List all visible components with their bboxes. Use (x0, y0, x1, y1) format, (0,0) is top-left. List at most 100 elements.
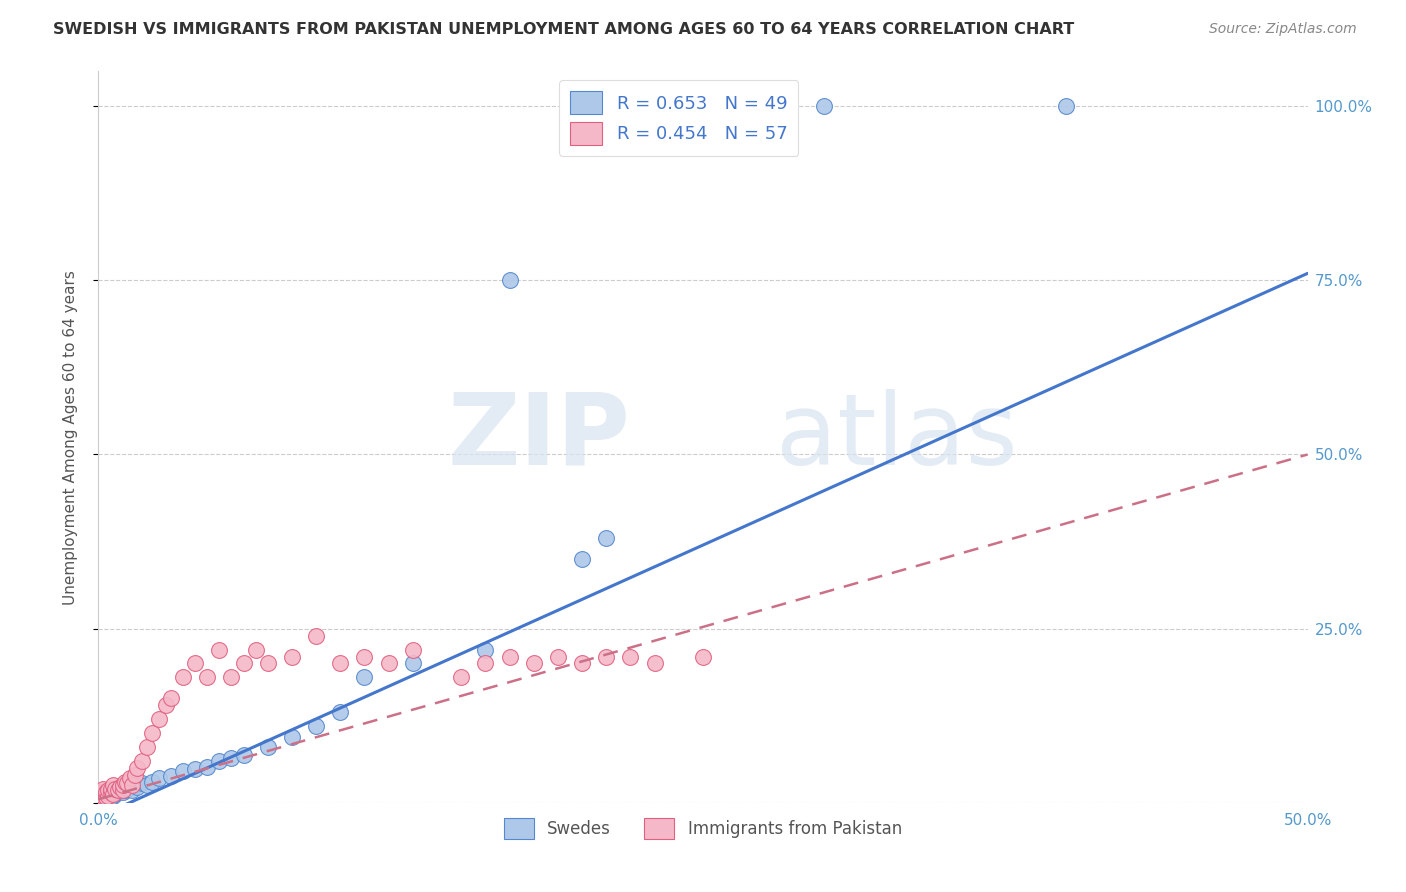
Point (97, 789, 120, 803)
Point (172, 764, 194, 779)
Point (118, 772, 141, 786)
Point (107, 783, 129, 797)
Point (208, 754, 231, 768)
Point (117, 781, 139, 796)
Point (523, 657, 546, 671)
Point (644, 657, 666, 671)
Point (195, 759, 218, 773)
Point (124, 778, 146, 792)
Point (94, 790, 117, 805)
Point (100, 781, 122, 796)
Point (121, 783, 143, 797)
Point (107, 785, 129, 799)
Point (127, 780, 149, 795)
Point (256, 657, 278, 671)
Point (111, 783, 134, 797)
Point (101, 788, 124, 802)
Point (108, 780, 131, 795)
Point (155, 698, 177, 713)
Point (256, 740, 278, 755)
Point (402, 642, 425, 657)
Point (353, 649, 375, 664)
Point (377, 657, 399, 671)
Point (595, 649, 617, 664)
Point (111, 778, 134, 792)
Point (305, 719, 328, 733)
Point (813, 99, 835, 113)
Point (141, 726, 163, 740)
Point (131, 776, 153, 790)
Point (114, 783, 136, 797)
Point (547, 649, 569, 664)
Point (232, 657, 254, 671)
Point (94, 785, 117, 799)
Point (281, 730, 304, 744)
Point (474, 657, 496, 671)
Point (90, 790, 112, 805)
Point (498, 649, 520, 664)
Point (692, 649, 714, 664)
Point (90, 789, 112, 803)
Point (245, 642, 267, 657)
Legend: Swedes, Immigrants from Pakistan: Swedes, Immigrants from Pakistan (498, 811, 908, 846)
Point (97, 785, 120, 799)
Point (100, 790, 122, 805)
Point (1054, 99, 1077, 113)
Point (232, 748, 254, 763)
Point (208, 642, 231, 657)
Point (104, 781, 127, 796)
Point (104, 781, 127, 796)
Point (281, 649, 304, 664)
Point (90, 789, 112, 803)
Point (127, 761, 149, 775)
Point (619, 649, 641, 664)
Y-axis label: Unemployment Among Ages 60 to 64 years: Unemployment Among Ages 60 to 64 years (63, 269, 77, 605)
Point (498, 273, 520, 287)
Point (90, 785, 112, 799)
Point (571, 657, 593, 671)
Point (90, 790, 112, 805)
Point (91, 789, 114, 803)
Point (100, 785, 122, 799)
Point (100, 788, 122, 802)
Point (91, 792, 114, 806)
Point (124, 768, 146, 782)
Point (195, 670, 218, 684)
Point (305, 629, 328, 643)
Point (131, 754, 153, 768)
Point (90, 792, 112, 806)
Point (90, 792, 112, 806)
Point (91, 789, 114, 803)
Point (118, 780, 141, 795)
Point (91, 785, 114, 799)
Point (221, 670, 243, 684)
Point (135, 740, 157, 755)
Text: ZIP: ZIP (447, 389, 630, 485)
Point (160, 691, 183, 706)
Point (595, 531, 617, 545)
Point (474, 642, 496, 657)
Point (402, 657, 425, 671)
Point (221, 750, 243, 764)
Point (571, 552, 593, 566)
Point (91, 781, 114, 796)
Point (172, 670, 194, 684)
Point (97, 783, 120, 797)
Point (101, 778, 124, 792)
Point (121, 778, 143, 792)
Point (135, 778, 157, 792)
Point (94, 790, 117, 805)
Point (329, 705, 352, 719)
Point (101, 789, 124, 803)
Point (450, 670, 472, 684)
Text: atlas: atlas (776, 389, 1017, 485)
Point (111, 785, 134, 799)
Point (97, 789, 120, 803)
Point (94, 788, 117, 802)
Point (91, 792, 114, 806)
Point (329, 657, 352, 671)
Point (104, 788, 127, 802)
Point (114, 775, 136, 789)
Point (91, 785, 114, 799)
Point (160, 769, 183, 783)
